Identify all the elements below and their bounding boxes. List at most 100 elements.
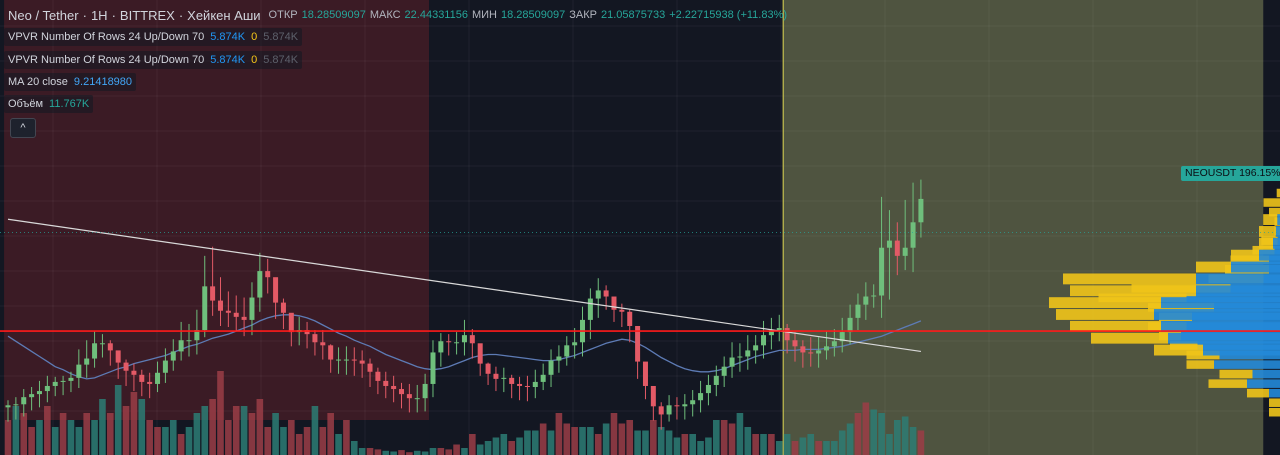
volume-bar: [154, 427, 161, 455]
volume-profile-2-up-bar: [1259, 249, 1280, 261]
volume-bar: [272, 413, 279, 455]
exchange: BITTREX: [119, 7, 175, 23]
volume-profile-1-down-bar: [1276, 188, 1280, 198]
candle-body: [918, 198, 924, 223]
volume-bar: [469, 434, 476, 455]
volume-bar: [130, 392, 138, 455]
volume-bar: [295, 434, 303, 455]
volume-bar: [744, 427, 752, 455]
candle-body: [564, 345, 570, 357]
volume-bar: [901, 416, 909, 455]
candle-body: [29, 394, 35, 398]
volume-profile-2-down-bar: [1070, 285, 1196, 297]
volume-bar: [846, 423, 854, 455]
volume-profile-2-up-bar: [1196, 285, 1280, 297]
indicator-vpvr-2[interactable]: VPVR Number Of Rows 24 Up/Down 70 5.874K…: [4, 51, 303, 69]
volume-bar: [162, 427, 169, 455]
volume-profile-2-up-bar: [1154, 309, 1280, 320]
volume-bar: [280, 427, 287, 455]
indicator-vpvr-1[interactable]: VPVR Number Of Rows 24 Up/Down 70 5.874K…: [4, 28, 303, 46]
candle-body: [894, 240, 900, 256]
volume-profile-1-up-bar: [1269, 388, 1280, 398]
indicator-ma[interactable]: MA 20 close 9.21418980: [4, 73, 137, 91]
volume-bar: [256, 399, 264, 455]
candle-body: [84, 358, 90, 365]
trend-line: [7, 218, 922, 353]
volume-bar: [107, 413, 114, 455]
candle-body: [642, 361, 648, 386]
candle-body: [336, 359, 342, 361]
volume-bar: [831, 441, 838, 455]
volume-bar: [406, 452, 413, 455]
candle-body: [178, 340, 184, 352]
candle-body: [477, 343, 483, 364]
candle-body: [351, 359, 357, 361]
volume-bar: [862, 402, 870, 455]
volume-bar: [51, 427, 59, 455]
volume-bar: [492, 437, 500, 455]
volume-bar: [421, 451, 429, 455]
candle-body: [761, 335, 767, 346]
volume-bar: [815, 441, 822, 455]
volume-bar: [461, 448, 468, 455]
candle-body: [162, 360, 168, 373]
separator: ·: [82, 7, 87, 23]
candle-body: [784, 328, 790, 341]
volume-bar: [752, 434, 759, 455]
candle-body: [288, 312, 294, 333]
volume-profile-2-up-bar: [1275, 226, 1280, 237]
volume-profile-1-down-bar: [1208, 379, 1247, 388]
volume-bar: [374, 449, 382, 455]
interval[interactable]: 1H: [90, 7, 108, 23]
candle-body: [375, 371, 381, 381]
candle-body: [225, 310, 231, 313]
collapse-legend-button[interactable]: ^: [10, 118, 36, 138]
volume-profile-1-up-bar: [1214, 360, 1280, 369]
symbol-name[interactable]: Neo / Tether: [8, 7, 79, 23]
candle-body: [650, 385, 656, 407]
volume-bar: [484, 441, 492, 455]
candle-body: [658, 406, 664, 415]
candle-body: [595, 290, 601, 299]
candle-body: [115, 350, 121, 363]
candle-body: [753, 345, 759, 351]
volume-profile-2-down-bar: [1259, 226, 1276, 237]
candle-body: [123, 362, 129, 371]
candle-body: [438, 341, 444, 353]
candle-body: [139, 374, 145, 382]
indicator-name: VPVR Number Of Rows 24 Up/Down 70: [8, 54, 205, 66]
candle-body: [847, 317, 853, 333]
indicator-volume[interactable]: Объём 11.767K: [4, 95, 94, 113]
candle-body: [768, 330, 774, 336]
volume-bar: [99, 399, 106, 455]
volume-bar: [445, 449, 453, 455]
volume-bar: [327, 413, 334, 455]
volume-bar: [689, 434, 696, 455]
volume-bar: [579, 427, 586, 455]
chart-style[interactable]: Хейкен Аши: [187, 7, 261, 23]
indicator-down-value: 0: [251, 54, 258, 66]
candle-body: [367, 363, 373, 372]
candle-body: [155, 372, 161, 384]
ma20-line: [7, 314, 922, 380]
volume-profile-2-down-bar: [1154, 344, 1203, 356]
indicator-total-value: 5.874K: [263, 31, 299, 43]
candle-body: [249, 297, 255, 320]
candle-body: [36, 391, 42, 395]
volume-bar: [358, 448, 366, 455]
candle-body: [635, 326, 641, 362]
volume-bar: [571, 427, 578, 455]
candle-body: [430, 352, 436, 384]
indicator-up-value: 5.874K: [210, 54, 246, 66]
volume-bar: [36, 420, 43, 455]
candle-body: [469, 335, 475, 344]
change-value: +2.22715938 (+11.83%): [669, 9, 788, 21]
candle-body: [68, 377, 74, 381]
candle-body: [202, 286, 208, 331]
volume-bar: [894, 420, 901, 455]
volume-bar: [398, 450, 405, 455]
candle-body: [485, 363, 491, 374]
candle-body: [627, 311, 633, 326]
volume-bar: [217, 371, 224, 455]
